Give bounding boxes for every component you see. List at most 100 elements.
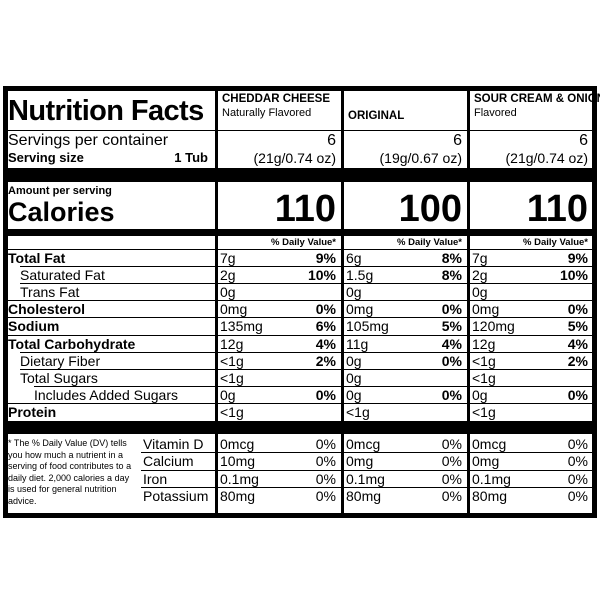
serving-size-label: Serving size — [8, 150, 84, 165]
product-name: ORIGINAL — [348, 110, 405, 122]
vitamin-label: Calcium — [143, 453, 194, 470]
nutrient-amount: 0mg — [220, 301, 248, 318]
serving-weight: (21g/0.74 oz) — [253, 150, 337, 166]
calories-value: 110 — [274, 188, 336, 230]
calories-label: Calories — [8, 197, 115, 227]
rule — [8, 403, 592, 404]
nutrient-amount: 12g — [472, 335, 496, 352]
vitamin-dv: 0% — [567, 453, 588, 470]
nutrient-amount: 0g — [220, 386, 236, 403]
vitamin-amount: 0.1mg — [472, 470, 511, 487]
nutrient-amount: 0mg — [472, 301, 500, 318]
nutrient-amount: 105mg — [346, 318, 389, 335]
nutrient-dv: 4% — [567, 335, 588, 352]
servings-label: Servings per container — [8, 132, 169, 149]
servings-value: 6 — [579, 132, 588, 149]
nutrient-label: Includes Added Sugars — [34, 386, 178, 403]
vitamin-label: Vitamin D — [143, 436, 204, 452]
servings-value: 6 — [327, 132, 336, 149]
nutrient-amount: 0g — [346, 386, 362, 403]
nutrient-label: Total Carbohydrate — [8, 335, 136, 352]
nutrient-label: Saturated Fat — [20, 267, 105, 284]
nutrient-amount: 11g — [346, 335, 369, 352]
rule — [141, 470, 592, 471]
dv-header: % Daily Value* — [523, 237, 588, 248]
servings-value: 6 — [453, 132, 462, 149]
rule — [20, 369, 592, 370]
vitamin-dv: 0% — [315, 487, 336, 504]
vitamin-dv: 0% — [441, 470, 462, 487]
nutrient-amount: 0g — [472, 386, 488, 403]
column-divider — [215, 88, 218, 516]
nutrient-amount: 0g — [472, 284, 488, 301]
nutrient-dv: 2% — [315, 352, 336, 369]
nutrient-dv: 9% — [315, 250, 336, 266]
nutrient-label: Cholesterol — [8, 301, 86, 318]
nutrient-amount: <1g — [472, 352, 496, 369]
nutrient-amount: 120mg — [472, 318, 515, 335]
rule — [8, 317, 592, 318]
rule — [20, 266, 592, 267]
rule — [34, 386, 592, 387]
nutrient-dv: 10% — [559, 267, 588, 284]
column-divider — [467, 88, 470, 516]
nutrient-dv: 0% — [315, 301, 336, 318]
dv-header: % Daily Value* — [271, 237, 336, 248]
nutrient-amount: <1g — [220, 352, 244, 369]
column-divider — [341, 88, 344, 516]
nutrient-amount: 1.5g — [346, 267, 374, 284]
nutrient-amount: 0g — [346, 369, 362, 386]
nutrient-dv: 4% — [315, 335, 336, 352]
nutrient-amount: 2g — [220, 267, 236, 284]
nutrient-amount: 0g — [346, 352, 362, 369]
vitamin-amount: 0.1mg — [220, 470, 259, 487]
rule — [20, 283, 592, 284]
dv-header: % Daily Value* — [397, 237, 462, 248]
nutrient-dv: 8% — [441, 267, 462, 284]
vitamin-dv: 0% — [567, 436, 588, 452]
vitamin-amount: 0mcg — [346, 436, 381, 452]
vitamin-dv: 0% — [567, 470, 588, 487]
product-name: SOUR CREAM & ONION — [474, 93, 600, 105]
nutrient-dv: 2% — [567, 352, 588, 369]
vitamin-dv: 0% — [315, 470, 336, 487]
vitamin-amount: 0mcg — [472, 436, 507, 452]
serving-weight: (21g/0.74 oz) — [505, 150, 589, 166]
nutrient-amount: 135mg — [220, 318, 263, 335]
nutrient-amount: 2g — [472, 267, 488, 284]
vitamin-amount: 0mg — [346, 453, 374, 470]
product-subtitle: Flavored — [474, 107, 517, 119]
vitamin-amount: 10mg — [220, 453, 256, 470]
nutrient-amount: <1g — [220, 403, 244, 420]
vitamin-amount: 0mcg — [220, 436, 255, 452]
nutrient-amount: <1g — [472, 403, 496, 420]
rule — [8, 300, 592, 301]
label-border — [3, 86, 597, 518]
vitamin-amount: 80mg — [220, 487, 256, 504]
nutrient-dv: 5% — [567, 318, 588, 335]
vitamin-dv: 0% — [315, 453, 336, 470]
nutrient-dv: 0% — [441, 352, 462, 369]
nutrient-dv: 0% — [567, 386, 588, 403]
nutrient-dv: 6% — [315, 318, 336, 335]
amount-per-serving: Amount per serving — [8, 185, 112, 197]
vitamin-dv: 0% — [315, 436, 336, 452]
vitamin-dv: 0% — [441, 487, 462, 504]
nutrient-amount: 6g — [346, 250, 362, 266]
calories-value: 110 — [526, 188, 588, 230]
vitamin-dv: 0% — [567, 487, 588, 504]
rule — [8, 249, 592, 250]
nutrient-amount: 0g — [346, 284, 362, 301]
nutrient-dv: 0% — [315, 386, 336, 403]
nutrient-label: Dietary Fiber — [20, 352, 101, 369]
serving-size: 1 Tub — [174, 150, 208, 165]
nutrient-dv: 5% — [441, 318, 462, 335]
nutrient-amount: <1g — [472, 369, 496, 386]
vitamin-amount: 0mg — [472, 453, 500, 470]
nutrient-dv: 9% — [567, 250, 588, 266]
product-name: CHEDDAR CHEESE — [222, 93, 330, 105]
thick-bar — [3, 229, 597, 236]
nutrient-dv: 8% — [441, 250, 462, 266]
rule — [8, 335, 592, 336]
calories-value: 100 — [398, 188, 462, 230]
